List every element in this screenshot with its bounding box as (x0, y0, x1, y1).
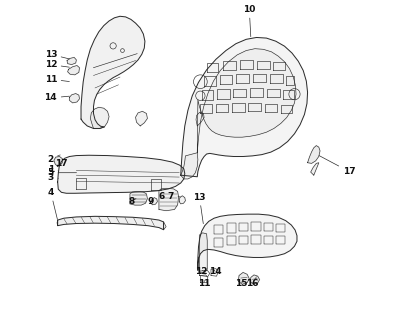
Text: 7: 7 (167, 192, 180, 201)
Polygon shape (307, 146, 319, 163)
Text: 11: 11 (45, 75, 69, 84)
Polygon shape (67, 65, 79, 75)
Text: 13: 13 (193, 192, 205, 224)
Polygon shape (199, 233, 207, 273)
Polygon shape (54, 156, 62, 167)
Text: 5: 5 (48, 168, 76, 177)
Polygon shape (158, 188, 178, 211)
Text: 2: 2 (48, 155, 58, 164)
Text: 12: 12 (194, 267, 207, 276)
Text: 12: 12 (45, 60, 69, 69)
Polygon shape (179, 196, 185, 204)
Polygon shape (90, 107, 109, 128)
Polygon shape (130, 192, 147, 205)
Text: 11: 11 (197, 279, 210, 288)
Text: 6: 6 (158, 192, 164, 201)
Polygon shape (249, 275, 259, 284)
Text: 8: 8 (128, 197, 136, 206)
Polygon shape (310, 163, 318, 175)
Polygon shape (81, 16, 144, 128)
Text: 14: 14 (208, 267, 221, 276)
Polygon shape (67, 57, 76, 64)
Text: 1: 1 (48, 165, 58, 174)
Polygon shape (57, 155, 184, 193)
Polygon shape (57, 216, 163, 230)
Text: 17: 17 (55, 159, 67, 168)
Text: 17: 17 (318, 156, 354, 176)
Text: 3: 3 (48, 173, 58, 182)
Text: 16: 16 (245, 279, 257, 288)
Polygon shape (238, 272, 249, 284)
Polygon shape (180, 38, 307, 177)
Polygon shape (150, 198, 157, 205)
Polygon shape (180, 153, 197, 179)
Polygon shape (69, 94, 79, 103)
Text: 10: 10 (243, 5, 255, 37)
Polygon shape (197, 214, 296, 270)
Text: 15: 15 (234, 279, 247, 288)
Text: 14: 14 (45, 93, 69, 102)
Text: 4: 4 (47, 188, 57, 219)
Polygon shape (135, 111, 147, 126)
Text: 13: 13 (45, 50, 69, 59)
Text: 9: 9 (148, 197, 154, 206)
Polygon shape (197, 49, 295, 153)
